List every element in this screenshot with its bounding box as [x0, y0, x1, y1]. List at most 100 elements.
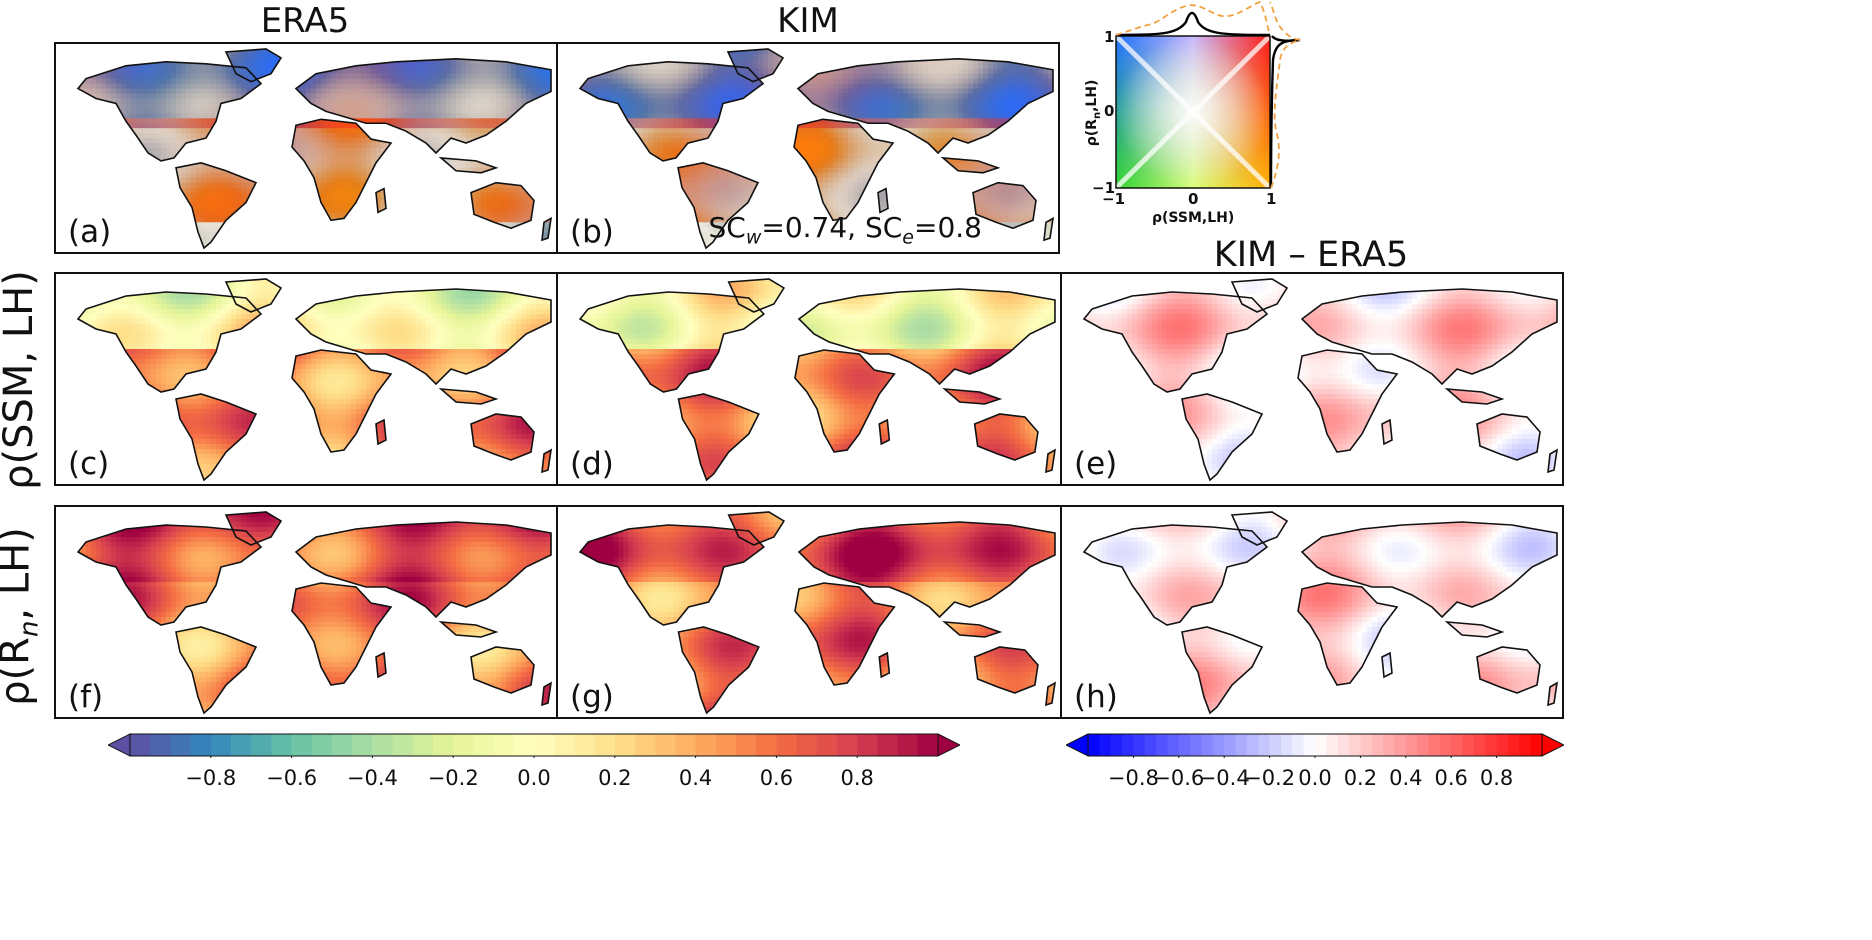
map-cell	[431, 103, 437, 109]
map-cell	[251, 138, 257, 144]
map-cell	[96, 83, 102, 90]
map-cell	[56, 193, 62, 198]
map-cell	[516, 197, 522, 203]
map-cell	[481, 108, 487, 114]
map-cell	[101, 108, 107, 114]
map-cell	[71, 128, 77, 133]
map-cell	[346, 98, 352, 104]
map-cell	[526, 133, 532, 139]
map-cell	[231, 93, 237, 99]
map-cell	[968, 73, 974, 80]
map-cell	[546, 98, 551, 104]
map-cell	[436, 48, 442, 50]
map-cell	[446, 217, 452, 223]
map-cell	[336, 73, 342, 80]
map-cell	[366, 128, 372, 134]
map-cell	[311, 187, 317, 194]
map-cell	[461, 63, 467, 70]
map-cell	[406, 182, 412, 189]
map-cell	[161, 197, 167, 203]
map-cell	[868, 48, 874, 55]
map-cell	[176, 227, 182, 233]
map-cell	[738, 58, 744, 65]
map-cell	[486, 123, 492, 129]
map-cell	[181, 78, 187, 85]
map-cell	[978, 58, 984, 65]
map-cell	[546, 133, 551, 139]
map-cell	[838, 48, 844, 55]
map-cell	[718, 63, 724, 70]
map-cell	[1028, 68, 1034, 75]
map-cell	[501, 197, 507, 203]
map-cell	[216, 83, 222, 90]
map-cell	[121, 93, 127, 99]
map-cell	[376, 167, 382, 174]
map-cell	[763, 53, 769, 60]
map-cell	[91, 207, 97, 213]
map-cell	[176, 197, 182, 203]
map-cell	[171, 212, 177, 218]
map-cell	[201, 128, 207, 134]
map-cell	[191, 242, 197, 248]
map-cell	[461, 78, 467, 85]
map-cell	[531, 247, 537, 249]
map-cell	[136, 222, 142, 228]
map-cell	[536, 133, 542, 139]
map-cell	[126, 152, 132, 159]
map-cell	[111, 83, 117, 90]
map-cell	[286, 88, 292, 95]
map-cell	[658, 53, 664, 60]
map-cell	[286, 48, 292, 50]
map-cell	[361, 162, 367, 169]
map-cell	[286, 167, 292, 174]
map-cell	[311, 232, 317, 238]
map-cell	[251, 48, 257, 55]
map-cell	[588, 78, 594, 85]
map-cell	[361, 232, 367, 238]
map-cell	[491, 138, 497, 144]
map-cell	[141, 232, 147, 238]
map-cell	[376, 68, 382, 75]
map-cell	[286, 68, 292, 75]
map-cell	[521, 48, 527, 55]
map-cell	[186, 197, 192, 203]
map-cell	[256, 133, 262, 139]
map-cell	[246, 98, 252, 104]
map-cell	[111, 182, 117, 189]
map-cell	[978, 53, 984, 60]
map-cell	[848, 48, 854, 50]
map-cell	[481, 167, 487, 174]
map-cell	[386, 88, 392, 95]
map-cell	[281, 172, 287, 179]
map-cell	[743, 58, 749, 65]
map-cell	[406, 113, 412, 119]
map-cell	[241, 148, 247, 154]
map-cell	[246, 143, 252, 149]
map-cell	[326, 48, 332, 50]
map-cell	[446, 227, 452, 233]
map-cell	[126, 237, 132, 243]
map-cell	[421, 53, 427, 60]
map-cell	[658, 63, 664, 70]
map-field	[56, 48, 551, 249]
map-cell	[476, 48, 482, 55]
map-cell	[191, 172, 197, 179]
map-cell	[436, 63, 442, 70]
map-cell	[643, 48, 649, 55]
map-cell	[276, 93, 282, 99]
map-cell	[401, 113, 407, 119]
map-cell	[541, 78, 547, 85]
map-cell	[828, 53, 834, 60]
map-cell	[526, 58, 532, 65]
map-cell	[226, 83, 232, 90]
map-cell	[291, 103, 297, 109]
map-cell	[146, 83, 152, 90]
map-cell	[191, 202, 197, 208]
map-cell	[386, 48, 392, 55]
map-cell	[506, 237, 512, 243]
map-cell	[411, 73, 417, 80]
map-cell	[583, 58, 589, 65]
map-cell	[71, 89, 77, 94]
map-cell	[401, 103, 407, 109]
map-cell	[191, 63, 197, 70]
